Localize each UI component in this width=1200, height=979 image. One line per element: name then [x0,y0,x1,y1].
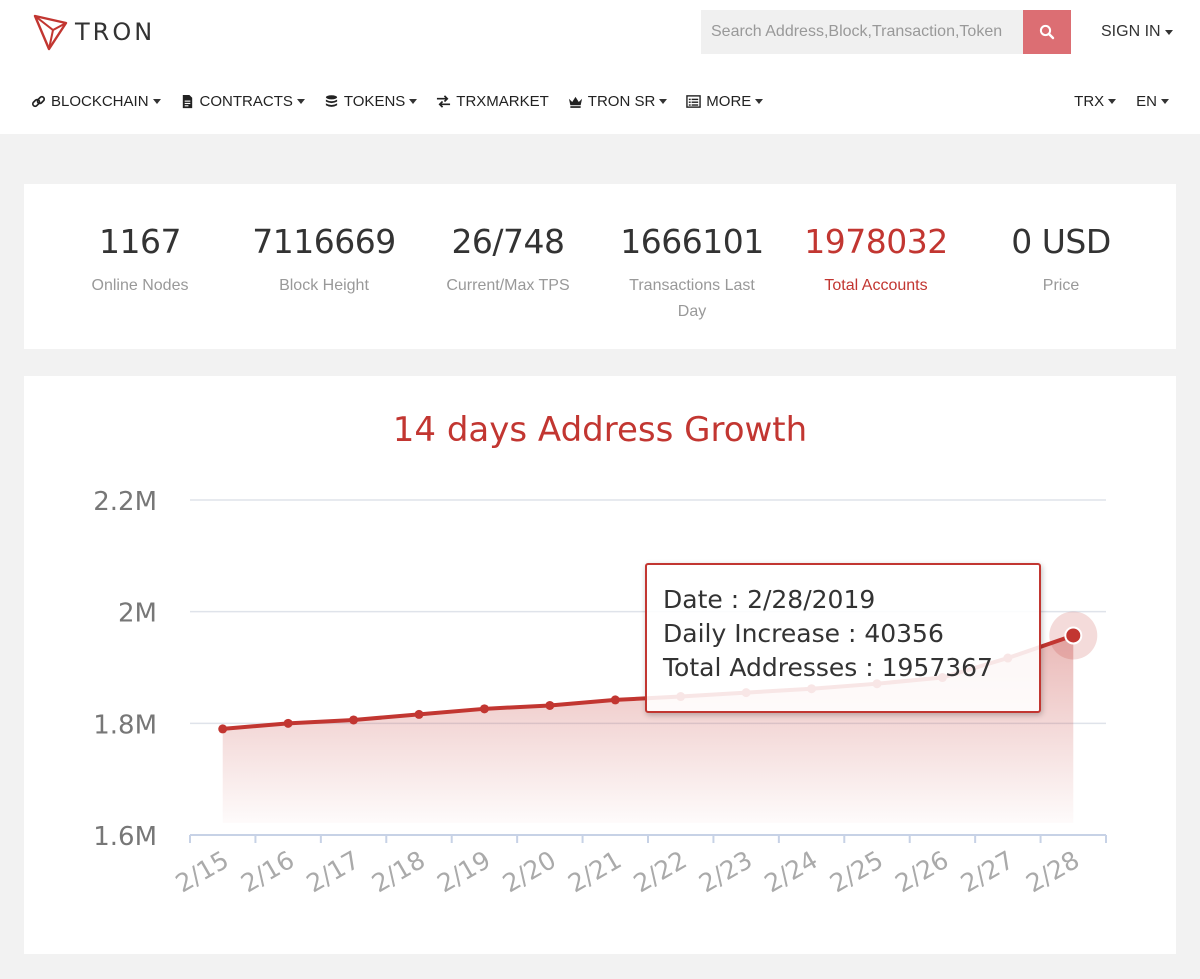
stat-label: Price [1042,277,1080,294]
y-tick-label: 1.6M [93,822,157,852]
y-tick-label: 1.8M [93,710,157,740]
currency-dropdown[interactable]: TRX [1074,92,1117,110]
stat-label: Total Accounts [824,277,928,294]
chart-title: 14 days Address Growth [392,410,808,450]
chevron-down-icon [1164,29,1173,35]
stat-value: 0 USD [1011,222,1111,261]
search-input[interactable] [701,10,1023,54]
data-point[interactable] [414,709,424,719]
y-tick-label: 2.2M [93,487,157,517]
stat-tps[interactable]: 26/748 Current/Max TPS [416,222,600,299]
data-point[interactable] [349,715,359,725]
crown-icon [568,96,582,108]
language-dropdown[interactable]: EN [1136,93,1169,110]
nav-tron-sr-label: TRON SR [587,92,656,110]
stat-value: 1978032 [804,222,948,261]
link-icon [31,95,46,107]
x-tick-label: 2/20 [498,845,561,898]
tron-logo-icon [33,14,68,51]
x-tick-label: 2/22 [629,845,692,898]
data-point[interactable] [610,695,620,705]
x-tick-label: 2/18 [367,845,430,898]
main-nav: BLOCKCHAIN CONTRACTS TOKENS [31,90,782,112]
sign-in-dropdown[interactable]: SIGN IN [1101,23,1173,41]
nav-blockchain-label: BLOCKCHAIN [51,92,149,110]
stat-label: Block Height [279,277,369,294]
chevron-down-icon [296,98,305,104]
stat-value: 1666101 [620,222,764,261]
data-point[interactable] [545,700,555,710]
chevron-down-icon [755,98,764,104]
logo-text: TRON [75,18,156,46]
chevron-down-icon [1161,98,1169,104]
nav-contracts[interactable]: CONTRACTS [180,93,305,110]
nav-more[interactable]: MORE [686,92,764,110]
chevron-down-icon [409,98,418,104]
nav-more-label: MORE [706,92,752,110]
address-growth-chart-card: 2.2M 2M 1.8M 1.6M 2/15 2/16 2/17 2/18 2/19 2/20 2/… [24,376,1176,954]
x-tick-label: 2/28 [1021,845,1084,898]
chart-tooltip: Date : 2/28/2019 Daily Increase : 40356 … [645,563,1041,713]
x-tick-label: 2/26 [890,845,953,898]
nav-trxmarket[interactable]: TRXMARKET [436,93,549,110]
stat-label: Online Nodes [91,277,189,294]
chevron-down-icon [152,98,161,104]
nav-right: TRX EN [1054,90,1169,112]
stat-price[interactable]: 0 USD Price [969,222,1153,299]
currency-label: TRX [1074,92,1105,110]
nav-tokens-label: TOKENS [343,92,406,110]
x-tick-label: 2/19 [432,845,495,898]
nav-trxmarket-label: TRXMARKET [456,92,549,110]
chevron-down-icon [659,98,668,104]
nav-tron-sr[interactable]: TRON SR [568,93,668,110]
x-tick-label: 2/25 [825,845,888,898]
sign-in-label: SIGN IN [1101,23,1161,40]
coins-icon [325,94,337,107]
stat-label: Transactions Last Day [629,277,755,320]
data-point[interactable] [283,718,293,728]
y-tick-label: 2M [118,599,157,629]
document-icon [182,94,192,108]
stat-block-height[interactable]: 7116669 Block Height [232,222,416,299]
tooltip-daily-increase: Daily Increase : 40356 [663,619,944,648]
nav-contracts-label: CONTRACTS [199,92,293,110]
stat-online-nodes[interactable]: 1167 Online Nodes [48,222,232,299]
tooltip-total-addresses: Total Addresses : 1957367 [663,653,993,682]
stats-panel: 1167 Online Nodes 7116669 Block Height 2… [24,184,1176,349]
x-tick-label: 2/15 [171,845,234,898]
stat-label: Current/Max TPS [446,277,570,294]
chevron-down-icon [1108,98,1117,104]
x-tick-label: 2/16 [236,845,299,898]
data-point-active[interactable] [1064,626,1083,645]
x-tick-label: 2/23 [694,845,757,898]
stat-value: 26/748 [451,222,565,261]
data-point[interactable] [218,724,228,734]
search-bar [701,10,1071,54]
language-label: EN [1136,92,1157,110]
data-point[interactable] [479,704,489,714]
x-tick-label: 2/17 [301,845,364,898]
series-area [222,635,1074,823]
list-icon [686,94,702,108]
tron-logo[interactable]: TRON [33,12,155,52]
exchange-icon [437,94,451,108]
x-tick-label: 2/27 [956,845,1019,898]
x-tick-label: 2/21 [563,845,626,898]
nav-tokens[interactable]: TOKENS [324,92,418,110]
search-icon [1039,24,1055,40]
tooltip-date: Date : 2/28/2019 [663,585,876,614]
nav-blockchain[interactable]: BLOCKCHAIN [31,93,161,110]
stat-total-accounts[interactable]: 1978032 Total Accounts [784,222,968,299]
stat-transactions-last-day[interactable]: 1666101 Transactions Last Day [600,222,784,325]
x-tick-label: 2/24 [759,845,822,898]
stat-value: 1167 [99,222,181,261]
search-button[interactable] [1023,10,1071,54]
stat-value: 7116669 [252,222,396,261]
top-header: TRON SIGN IN BLOCKCHAIN [0,0,1200,134]
